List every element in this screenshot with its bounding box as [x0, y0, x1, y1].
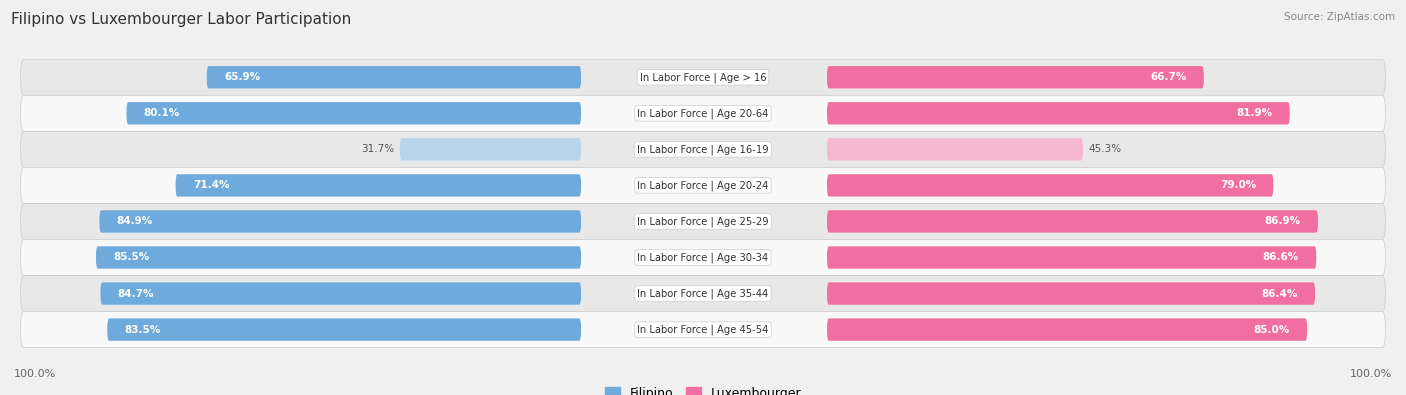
Text: 86.9%: 86.9%: [1264, 216, 1301, 226]
Text: 66.7%: 66.7%: [1150, 72, 1187, 82]
Text: 80.1%: 80.1%: [143, 108, 180, 118]
FancyBboxPatch shape: [827, 210, 1317, 233]
FancyBboxPatch shape: [96, 246, 581, 269]
Text: Filipino vs Luxembourger Labor Participation: Filipino vs Luxembourger Labor Participa…: [11, 12, 352, 27]
FancyBboxPatch shape: [21, 167, 1385, 203]
Text: In Labor Force | Age 20-64: In Labor Force | Age 20-64: [637, 108, 769, 118]
Text: In Labor Force | Age 20-24: In Labor Force | Age 20-24: [637, 180, 769, 191]
FancyBboxPatch shape: [21, 203, 1385, 239]
FancyBboxPatch shape: [21, 95, 1385, 132]
Text: 45.3%: 45.3%: [1088, 144, 1122, 154]
FancyBboxPatch shape: [827, 246, 1316, 269]
Text: 81.9%: 81.9%: [1236, 108, 1272, 118]
Text: Source: ZipAtlas.com: Source: ZipAtlas.com: [1284, 12, 1395, 22]
FancyBboxPatch shape: [21, 312, 1385, 348]
Text: In Labor Force | Age 25-29: In Labor Force | Age 25-29: [637, 216, 769, 227]
Text: 65.9%: 65.9%: [224, 72, 260, 82]
Text: 79.0%: 79.0%: [1220, 181, 1256, 190]
Text: 84.7%: 84.7%: [118, 288, 155, 299]
FancyBboxPatch shape: [827, 66, 1204, 88]
Text: 86.4%: 86.4%: [1261, 288, 1298, 299]
Text: 71.4%: 71.4%: [193, 181, 229, 190]
FancyBboxPatch shape: [827, 282, 1315, 305]
Text: In Labor Force | Age 45-54: In Labor Force | Age 45-54: [637, 324, 769, 335]
Text: 31.7%: 31.7%: [361, 144, 395, 154]
FancyBboxPatch shape: [399, 138, 581, 160]
Text: In Labor Force | Age 30-34: In Labor Force | Age 30-34: [637, 252, 769, 263]
FancyBboxPatch shape: [21, 132, 1385, 167]
FancyBboxPatch shape: [21, 276, 1385, 312]
Text: 100.0%: 100.0%: [1350, 369, 1392, 379]
FancyBboxPatch shape: [100, 210, 581, 233]
FancyBboxPatch shape: [127, 102, 581, 124]
Text: 85.0%: 85.0%: [1254, 325, 1289, 335]
Text: In Labor Force | Age 16-19: In Labor Force | Age 16-19: [637, 144, 769, 154]
FancyBboxPatch shape: [107, 318, 581, 341]
FancyBboxPatch shape: [207, 66, 581, 88]
FancyBboxPatch shape: [827, 318, 1308, 341]
FancyBboxPatch shape: [827, 138, 1083, 160]
FancyBboxPatch shape: [827, 174, 1274, 197]
Text: 85.5%: 85.5%: [114, 252, 149, 263]
Text: 100.0%: 100.0%: [14, 369, 56, 379]
Text: 84.9%: 84.9%: [117, 216, 153, 226]
FancyBboxPatch shape: [100, 282, 581, 305]
FancyBboxPatch shape: [21, 239, 1385, 276]
Text: In Labor Force | Age > 16: In Labor Force | Age > 16: [640, 72, 766, 83]
FancyBboxPatch shape: [827, 102, 1289, 124]
Text: In Labor Force | Age 35-44: In Labor Force | Age 35-44: [637, 288, 769, 299]
Text: 83.5%: 83.5%: [125, 325, 160, 335]
FancyBboxPatch shape: [21, 59, 1385, 95]
Legend: Filipino, Luxembourger: Filipino, Luxembourger: [599, 382, 807, 395]
Text: 86.6%: 86.6%: [1263, 252, 1299, 263]
FancyBboxPatch shape: [176, 174, 581, 197]
